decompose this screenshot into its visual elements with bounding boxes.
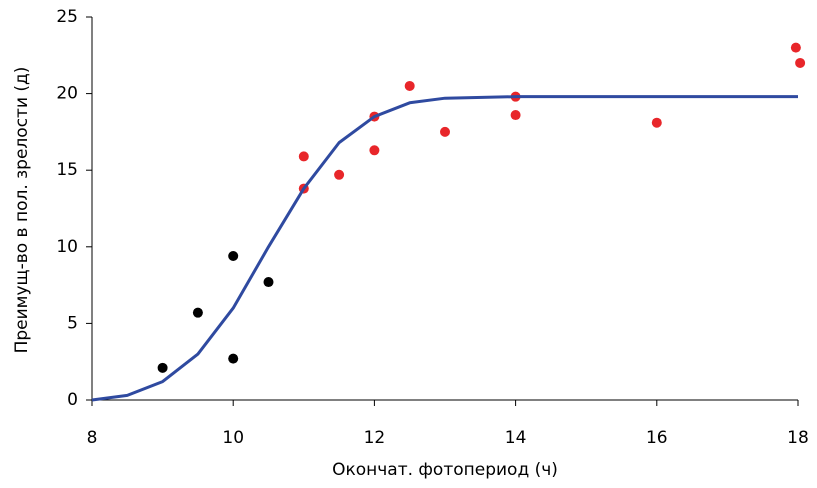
y-tick-label: 25	[56, 7, 78, 27]
point	[440, 126, 450, 137]
point	[651, 117, 662, 128]
point	[228, 353, 239, 364]
x-axis-label: Окончат. фотопериод (ч)	[332, 460, 558, 480]
y-tick-label: 10	[56, 237, 78, 257]
point	[228, 250, 239, 261]
x-tick-label: 12	[364, 428, 386, 448]
x-tick-label: 14	[505, 428, 527, 448]
point	[192, 307, 203, 318]
point	[790, 42, 801, 53]
point	[404, 80, 415, 91]
x-tick-label: 10	[222, 428, 244, 448]
point	[298, 151, 309, 162]
y-tick-label: 5	[67, 313, 78, 333]
point	[263, 277, 274, 288]
point	[157, 362, 168, 373]
fit-line	[91, 95, 798, 402]
y-axis-label: Преимущ-во в пол. зрелости (д)	[12, 67, 32, 354]
point	[510, 110, 521, 121]
x-tick-label: 8	[87, 428, 98, 448]
y-tick-label: 15	[56, 160, 78, 180]
point	[369, 145, 380, 156]
point	[795, 57, 806, 68]
x-tick-label: 16	[646, 428, 668, 448]
x-tick-label: 18	[787, 428, 809, 448]
y-tick-label: 20	[56, 84, 78, 104]
y-tick-label: 0	[67, 390, 78, 410]
point	[334, 169, 345, 180]
